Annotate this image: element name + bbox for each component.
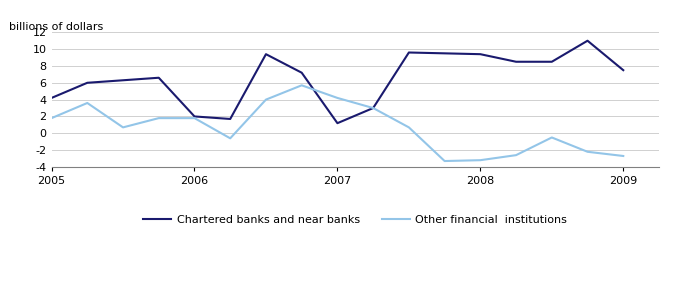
Other financial  institutions <box>441 159 449 163</box>
Chartered banks and near banks <box>191 115 199 118</box>
Other financial  institutions <box>548 136 556 139</box>
Chartered banks and near banks <box>512 60 520 64</box>
Chartered banks and near banks <box>334 121 342 125</box>
Chartered banks and near banks <box>262 53 270 56</box>
Other financial  institutions <box>584 150 592 153</box>
Legend: Chartered banks and near banks, Other financial  institutions: Chartered banks and near banks, Other fi… <box>139 210 572 229</box>
Chartered banks and near banks <box>619 69 627 72</box>
Other financial  institutions <box>477 158 485 162</box>
Chartered banks and near banks <box>48 96 56 100</box>
Other financial  institutions <box>191 116 199 120</box>
Other financial  institutions <box>226 137 235 140</box>
Line: Other financial  institutions: Other financial institutions <box>52 85 623 161</box>
Chartered banks and near banks <box>226 117 235 121</box>
Other financial  institutions <box>334 96 342 100</box>
Chartered banks and near banks <box>119 79 127 82</box>
Chartered banks and near banks <box>477 53 485 56</box>
Other financial  institutions <box>369 106 377 110</box>
Other financial  institutions <box>262 98 270 101</box>
Other financial  institutions <box>619 154 627 158</box>
Chartered banks and near banks <box>584 39 592 42</box>
Chartered banks and near banks <box>155 76 163 80</box>
Text: billions of dollars: billions of dollars <box>9 22 103 31</box>
Chartered banks and near banks <box>298 71 306 74</box>
Other financial  institutions <box>84 101 92 105</box>
Other financial  institutions <box>298 84 306 87</box>
Chartered banks and near banks <box>548 60 556 64</box>
Chartered banks and near banks <box>84 81 92 85</box>
Other financial  institutions <box>512 153 520 157</box>
Chartered banks and near banks <box>441 52 449 55</box>
Other financial  institutions <box>405 126 413 129</box>
Other financial  institutions <box>119 126 127 129</box>
Other financial  institutions <box>155 116 163 120</box>
Other financial  institutions <box>48 116 56 120</box>
Line: Chartered banks and near banks: Chartered banks and near banks <box>52 41 623 123</box>
Chartered banks and near banks <box>405 51 413 54</box>
Chartered banks and near banks <box>369 106 377 110</box>
